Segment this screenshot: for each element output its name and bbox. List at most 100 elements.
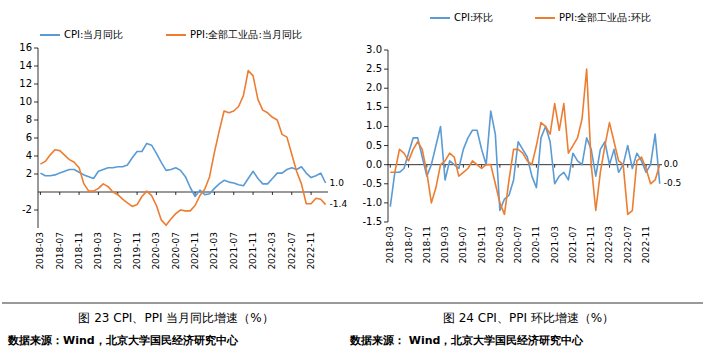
legend-label: CPI:当月同比	[64, 29, 123, 40]
x-tick-label: 2022-03	[267, 232, 277, 270]
x-tick-label: 2020-03	[151, 232, 161, 270]
y-tick-label: -1.0	[362, 197, 382, 208]
x-tick	[390, 165, 391, 168]
y-tick	[34, 48, 38, 49]
legend-label: PPI:全部工业品:当月同比	[190, 29, 302, 40]
series-group	[390, 69, 659, 214]
y-tick	[34, 210, 38, 211]
x-tick-label: 2019-07	[113, 232, 123, 270]
y-tick-label: 0.0	[366, 159, 382, 170]
separator	[2, 303, 703, 304]
x-tick-label: 2019-03	[93, 232, 103, 270]
x-tick	[408, 165, 409, 168]
y-tick	[34, 174, 38, 175]
y-tick	[34, 84, 38, 85]
y-tick	[384, 164, 388, 165]
x-tick	[311, 192, 312, 195]
x-tick-label: 2020-11	[531, 226, 541, 264]
y-tick	[384, 126, 388, 127]
x-tick	[572, 165, 573, 168]
x-tick	[137, 192, 138, 195]
x-tick-label: 2021-07	[229, 232, 239, 270]
x-tick-label: 2022-07	[623, 226, 633, 264]
x-tick	[463, 165, 464, 168]
y-tick	[384, 183, 388, 184]
y-tick	[384, 88, 388, 89]
x-tick-label: 2018-07	[55, 232, 65, 270]
y-tick	[34, 120, 38, 121]
chart: -1.5-1.0-0.50.00.51.01.52.02.53.02018-03…	[349, 12, 681, 347]
y-tick-label: 0.5	[366, 140, 382, 151]
x-tick	[291, 192, 292, 195]
x-tick-label: 2020-11	[190, 232, 200, 270]
x-tick-label: 2020-07	[513, 226, 523, 264]
x-tick-label: 2018-11	[74, 232, 84, 270]
x-tick-label: 2021-03	[550, 226, 560, 264]
x-tick-label: 2022-03	[604, 226, 614, 264]
x-tick	[233, 192, 234, 195]
y-tick	[34, 156, 38, 157]
x-tick	[536, 165, 537, 168]
x-tick	[214, 192, 215, 195]
y-tick-label: 14	[19, 60, 32, 71]
data-label: 1.0	[330, 178, 345, 188]
legend-swatch	[430, 17, 450, 19]
data-label: 0.0	[664, 159, 679, 169]
x-tick-label: 2022-11	[306, 232, 316, 270]
x-tick-label: 2019-11	[132, 232, 142, 270]
x-tick-label: 2019-03	[440, 226, 450, 264]
x-tick	[518, 165, 519, 168]
y-tick-label: -2	[22, 204, 32, 215]
y-tick-label: 2.5	[366, 63, 382, 74]
x-tick	[98, 192, 99, 195]
x-tick	[40, 192, 41, 195]
y-axis	[388, 50, 389, 222]
y-tick	[384, 202, 388, 203]
y-tick-label: 8	[26, 114, 32, 125]
legend-label: PPI:全部工业品:环比	[559, 12, 651, 23]
y-tick	[34, 102, 38, 103]
legend-swatch	[40, 34, 60, 36]
y-tick-label: 12	[19, 78, 32, 89]
y-tick-label: 2	[26, 168, 32, 179]
x-tick-label: 2022-11	[641, 226, 651, 264]
x-tick	[499, 165, 500, 168]
data-label: -1.4	[330, 199, 348, 209]
x-axis	[388, 164, 662, 165]
x-tick-label: 2021-03	[209, 232, 219, 270]
x-axis	[38, 192, 328, 193]
y-tick	[34, 138, 38, 139]
title: 图 23 CPI、PPI 当月同比增速（%）	[78, 311, 273, 325]
x-tick-label: 2019-07	[458, 226, 468, 264]
x-tick	[627, 165, 628, 168]
x-tick	[156, 192, 157, 195]
x-tick-label: 2019-11	[477, 226, 487, 264]
y-tick	[384, 107, 388, 108]
x-tick-label: 2018-11	[422, 226, 432, 264]
x-tick-label: 2022-07	[287, 232, 297, 270]
source: 数据来源： Wind，北京大学国民经济研究中心	[349, 334, 584, 347]
legend-swatch	[535, 17, 555, 19]
x-tick	[79, 192, 80, 195]
x-tick	[175, 192, 176, 195]
series-line	[390, 69, 659, 214]
x-tick	[253, 192, 254, 195]
series-line	[40, 143, 325, 196]
x-tick-label: 2021-11	[248, 232, 258, 270]
y-tick-label: 10	[19, 96, 32, 107]
y-tick	[384, 50, 388, 51]
series-line	[40, 71, 325, 226]
x-tick	[59, 192, 60, 195]
y-tick-label: 16	[19, 42, 32, 53]
y-tick	[384, 222, 388, 223]
y-tick	[384, 145, 388, 146]
data-label: -0.5	[664, 178, 682, 188]
chart: -22468101214162018-032018-072018-112019-…	[7, 29, 347, 347]
x-tick	[272, 192, 273, 195]
title: 图 24 CPI、PPI 环比增速（%）	[443, 311, 614, 325]
y-tick	[384, 69, 388, 70]
y-tick-label: 1.5	[366, 101, 382, 112]
x-tick	[554, 165, 555, 168]
y-tick	[34, 66, 38, 67]
series-group	[40, 71, 325, 226]
